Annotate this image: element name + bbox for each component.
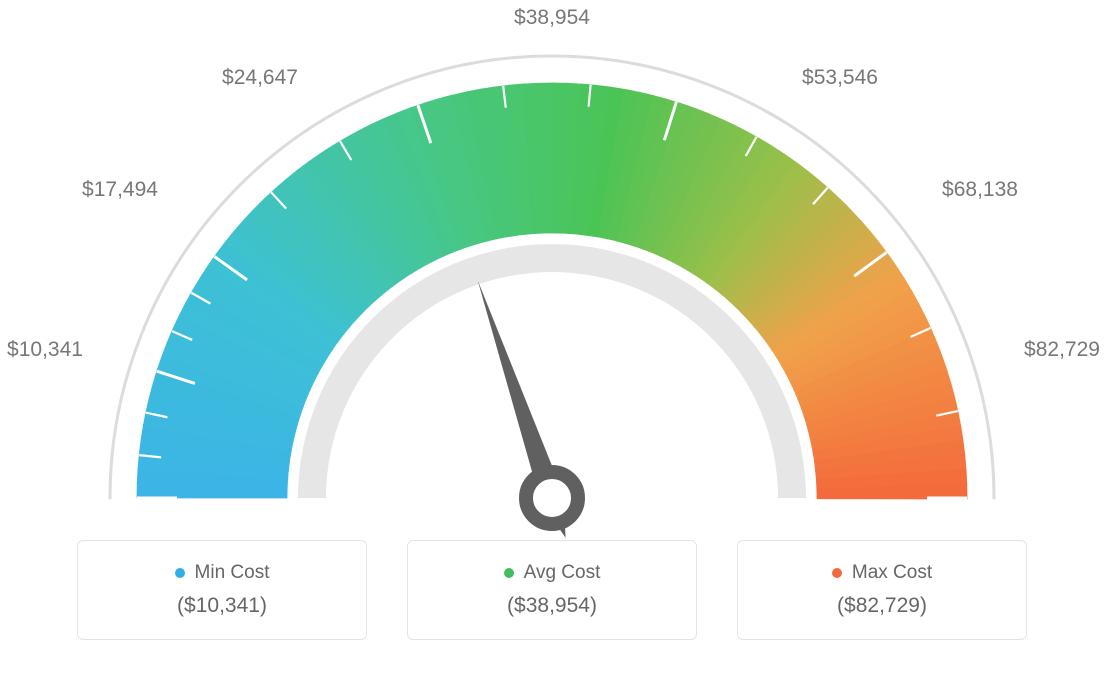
gauge-tick-label: $82,729 — [1024, 338, 1100, 362]
avg-cost-value: ($38,954) — [507, 594, 597, 618]
avg-dot-icon — [504, 568, 514, 578]
max-cost-title: Max Cost — [852, 562, 932, 584]
avg-cost-title: Avg Cost — [524, 562, 601, 584]
gauge-tick-label: $24,647 — [222, 66, 298, 90]
max-cost-title-row: Max Cost — [832, 562, 932, 584]
summary-cards: Min Cost ($10,341) Avg Cost ($38,954) Ma… — [0, 540, 1104, 670]
gauge-svg — [0, 0, 1104, 540]
gauge-tick-label: $10,341 — [7, 338, 83, 362]
gauge-tick-label: $68,138 — [942, 178, 1018, 202]
min-dot-icon — [175, 568, 185, 578]
max-cost-value: ($82,729) — [837, 594, 927, 618]
max-cost-card: Max Cost ($82,729) — [737, 540, 1027, 640]
gauge-tick-label: $17,494 — [82, 178, 158, 202]
min-cost-title-row: Min Cost — [175, 562, 270, 584]
min-cost-card: Min Cost ($10,341) — [77, 540, 367, 640]
min-cost-value: ($10,341) — [177, 594, 267, 618]
min-cost-title: Min Cost — [195, 562, 270, 584]
gauge-tick-label: $53,546 — [802, 66, 878, 90]
avg-cost-title-row: Avg Cost — [504, 562, 601, 584]
gauge-chart: $10,341 $17,494 $24,647 $38,954 $53,546 $68,1… — [0, 0, 1104, 540]
avg-cost-card: Avg Cost ($38,954) — [407, 540, 697, 640]
gauge-tick-label: $38,954 — [514, 6, 590, 30]
max-dot-icon — [832, 568, 842, 578]
cost-gauge-widget: $10,341 $17,494 $24,647 $38,954 $53,546 $68,1… — [0, 0, 1104, 690]
